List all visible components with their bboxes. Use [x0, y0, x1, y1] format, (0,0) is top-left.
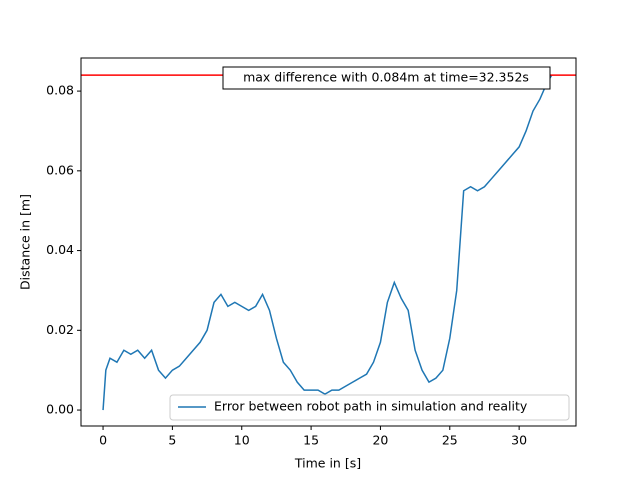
x-axis-label: Time in [s] — [294, 456, 361, 471]
y-tick-label: 0.08 — [46, 83, 74, 98]
axes-frame — [80, 57, 577, 427]
x-tick-label: 10 — [234, 433, 250, 448]
x-tick-label: 0 — [99, 433, 107, 448]
x-tick-label: 5 — [168, 433, 176, 448]
x-tick-label: 25 — [442, 433, 458, 448]
y-tick-label: 0.00 — [46, 402, 74, 417]
legend-box — [169, 394, 570, 421]
data-line — [102, 74, 553, 411]
x-tick-label: 30 — [511, 433, 527, 448]
y-axis-label: Distance in [m] — [18, 194, 33, 290]
y-tick-label: 0.04 — [46, 242, 74, 257]
annotation: max difference with 0.084m at time=32.35… — [243, 70, 529, 85]
annotation-box — [222, 66, 551, 90]
x-tick-label: 20 — [372, 433, 388, 448]
y-tick-label: 0.06 — [46, 162, 74, 177]
legend-label: Error between robot path in simulation a… — [214, 399, 528, 414]
y-tick-label: 0.02 — [46, 322, 74, 337]
x-tick-label: 15 — [303, 433, 319, 448]
